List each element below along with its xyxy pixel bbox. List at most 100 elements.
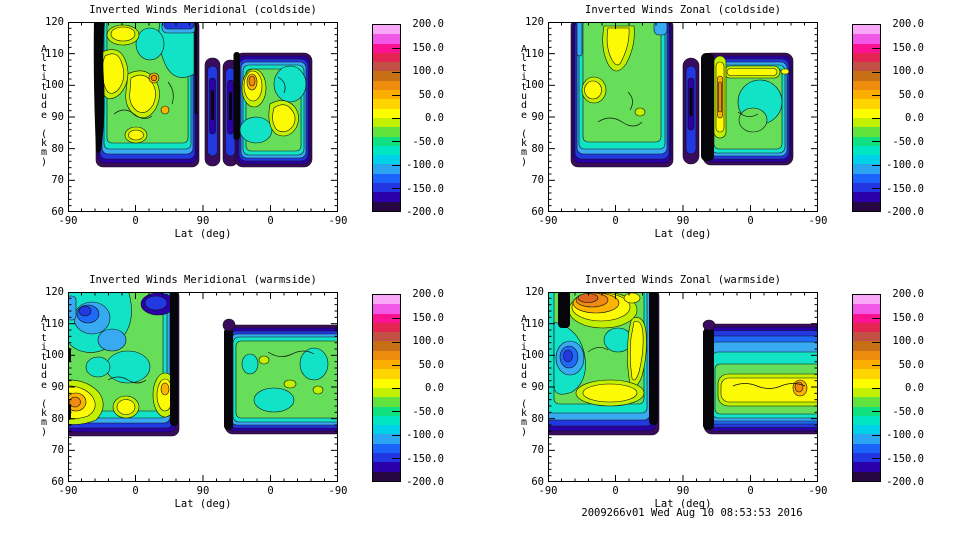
y-tick-label: 90 (51, 381, 64, 393)
x-tick-label: -90 (808, 485, 828, 497)
colorbar-tick-label: 200.0 (412, 288, 444, 300)
colorbar-band (853, 145, 880, 156)
colorbar-tick-label: 50.0 (418, 88, 444, 101)
colorbar-tick (392, 411, 400, 413)
colorbar-band (853, 295, 880, 305)
y-tick-label: 80 (51, 142, 64, 155)
colorbar-band (853, 462, 880, 472)
colorbar-band (373, 332, 400, 342)
contour-plot (548, 22, 818, 212)
colorbar-tick-label: 100.0 (412, 65, 444, 77)
colorbar-band (853, 25, 880, 35)
y-tick-label: 90 (531, 381, 544, 393)
colorbar-tick-label: 200.0 (892, 288, 924, 300)
colorbar-tick-label: -50.0 (892, 135, 924, 148)
colorbar-band (373, 462, 400, 472)
colorbar-tick (392, 164, 400, 166)
colorbar-band (853, 155, 880, 165)
plot-frame (548, 292, 818, 482)
colorbar-band (853, 425, 880, 435)
x-tick-label: -90 (538, 485, 558, 497)
colorbar-band (853, 415, 880, 426)
y-tick-label: 70 (51, 174, 64, 187)
x-tick-label: -90 (328, 215, 348, 227)
colorbar-band (373, 25, 400, 35)
colorbar-tick (872, 187, 880, 189)
colorbar-band (853, 453, 880, 463)
colorbar-tick (392, 118, 400, 119)
colorbar-tick-label: -100.0 (886, 159, 924, 171)
plot-frame (68, 292, 338, 482)
colorbar-bands (853, 295, 880, 481)
colorbar-tick (872, 388, 880, 389)
y-tick-label: 100 (45, 349, 64, 362)
colorbar-tick (392, 341, 400, 343)
x-tick-label: 0 (132, 485, 139, 497)
colorbar-band (373, 304, 400, 314)
colorbar-tick-label: 150.0 (892, 41, 924, 54)
colorbar-tick-label: -150.0 (406, 452, 444, 465)
y-tick-label: 60 (51, 476, 64, 488)
colorbar (852, 294, 881, 482)
colorbar-band (373, 99, 400, 109)
colorbar-band (853, 108, 880, 118)
colorbar-tick-label: -200.0 (886, 206, 924, 218)
colorbar-band (373, 192, 400, 202)
colorbar-band (853, 164, 880, 174)
y-tick-label: 110 (45, 317, 64, 330)
colorbar-band (373, 43, 400, 53)
colorbar-band (373, 201, 400, 211)
colorbar-band (853, 201, 880, 211)
colorbar-tick-label: -50.0 (412, 135, 444, 148)
colorbar-tick (872, 141, 880, 143)
colorbar-band (373, 341, 400, 351)
x-tick-label: 0 (267, 485, 274, 497)
x-tick-label: 0 (267, 215, 274, 227)
x-tick-label: -90 (58, 215, 78, 227)
contour-plot (548, 292, 818, 482)
x-axis-label: Lat (deg) (174, 498, 232, 510)
colorbar-band (853, 341, 880, 351)
colorbar-band (373, 183, 400, 193)
y-axis-label: A l t i t u d e ( k m ) (520, 314, 528, 438)
colorbar-band (853, 313, 880, 323)
colorbar-band (853, 350, 880, 361)
colorbar-tick (872, 118, 880, 119)
contour-field (69, 293, 337, 437)
colorbar-labels: 200.0 150.0 100.0 50.0 0.0 -50.0 -100.0 -150.0 -… (880, 18, 924, 218)
panel-meridional-coldside: Inverted Winds Meridional (coldside) A l… (0, 0, 480, 270)
colorbar-band (853, 332, 880, 342)
colorbar-tick-label: 150.0 (412, 41, 444, 54)
colorbar-band (373, 173, 400, 184)
colorbar-tick-label: -200.0 (886, 476, 924, 488)
colorbar-tick (392, 48, 400, 50)
colorbar-bands (853, 25, 880, 211)
x-axis-label: Lat (deg) (654, 498, 712, 510)
colorbar-tick (392, 187, 400, 189)
colorbar-band (373, 52, 400, 63)
x-tick-label: 0 (747, 485, 754, 497)
colorbar-band (853, 62, 880, 72)
x-tick-label: 0 (132, 215, 139, 227)
colorbar-band (373, 313, 400, 323)
colorbar-tick (872, 318, 880, 320)
colorbar-band (373, 425, 400, 435)
y-axis-label: A l t i t u d e ( k m ) (40, 314, 48, 438)
colorbar-band (853, 34, 880, 44)
colorbar-band (853, 304, 880, 314)
y-tick-label: 70 (531, 174, 544, 187)
contour-plot (68, 292, 338, 482)
y-tick-label: 120 (525, 286, 544, 298)
colorbar-band (853, 434, 880, 444)
colorbar-tick-label: -150.0 (406, 182, 444, 195)
colorbar-tick (392, 388, 400, 389)
y-axis-label: A l t i t u d e ( k m ) (40, 44, 48, 168)
colorbar-band (373, 453, 400, 463)
colorbar-tick-label: 200.0 (892, 18, 924, 30)
colorbar-tick-label: 150.0 (412, 311, 444, 324)
x-tick-label: 0 (747, 215, 754, 227)
colorbar-tick-label: 0.0 (905, 382, 924, 394)
colorbar-band (853, 90, 880, 100)
colorbar-band (853, 406, 880, 416)
colorbar-band (853, 80, 880, 91)
